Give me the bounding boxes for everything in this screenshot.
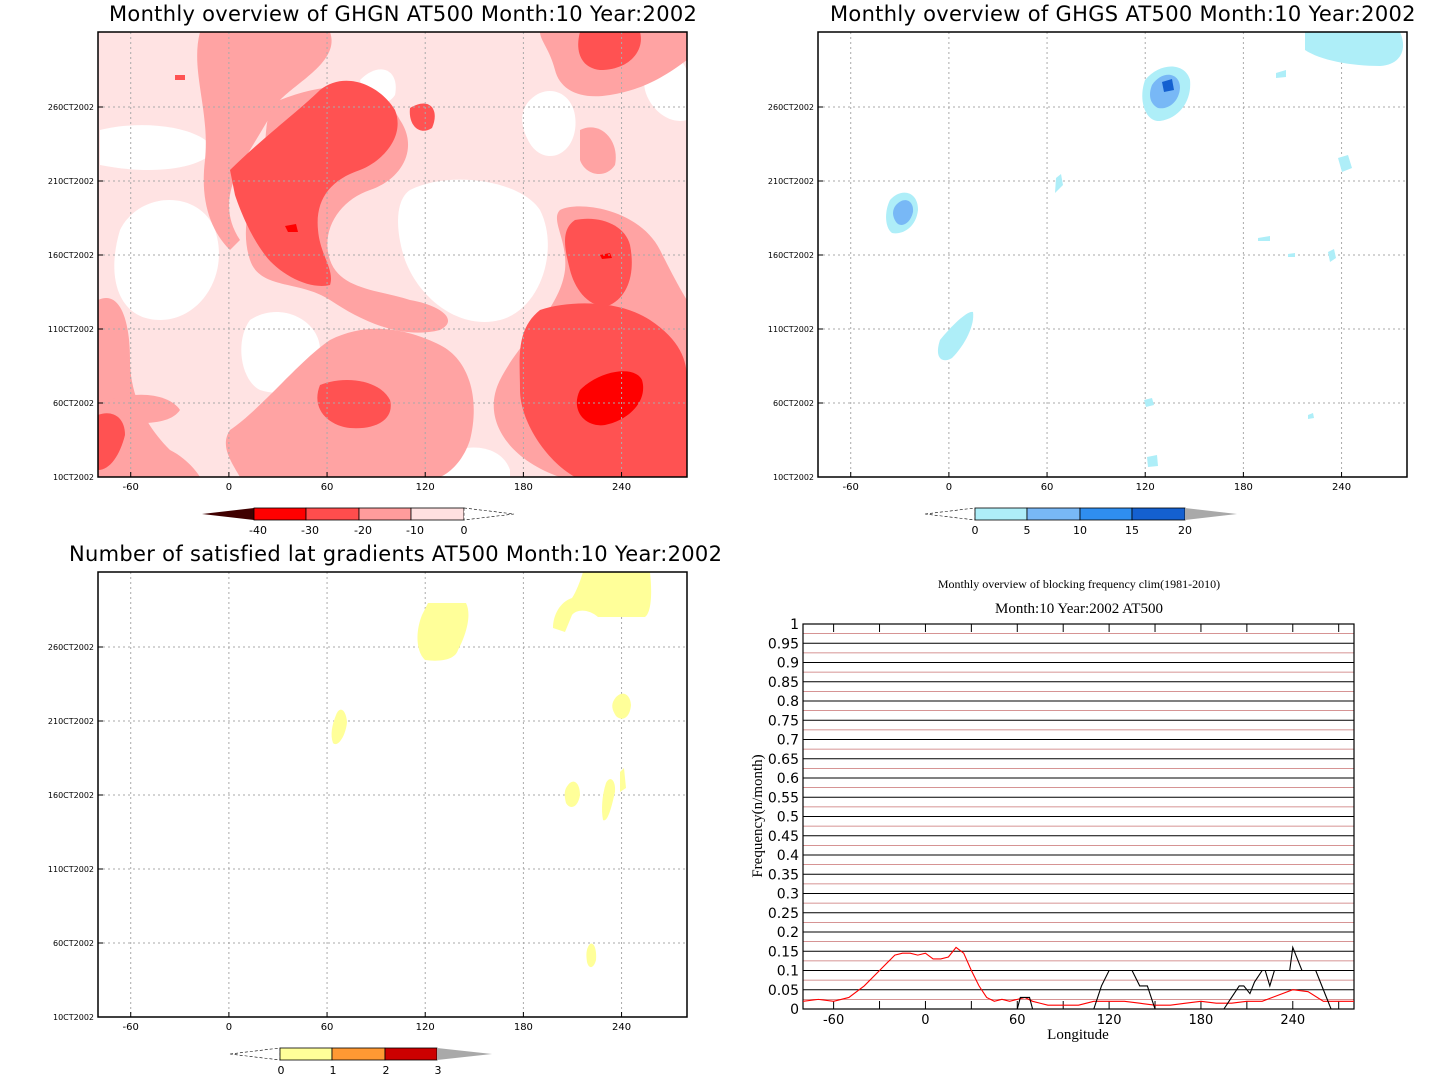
cb-label: 15	[1125, 524, 1139, 537]
freq-title: Monthly overview of blocking frequency c…	[938, 577, 1220, 591]
freq-chart: Monthly overview of blocking frequency c…	[750, 577, 1355, 1043]
cb-label: 20	[1178, 524, 1192, 537]
x-tick-label: 60	[321, 1022, 334, 1033]
y-tick-label: 260CT2002	[768, 103, 814, 112]
y-tick-label: 10CT2002	[53, 473, 94, 482]
y-tick-label: 110CT2002	[48, 325, 94, 334]
x-tick-label: 0	[226, 482, 232, 493]
cb-label: 10	[1073, 524, 1087, 537]
x-tick-label: 120	[416, 482, 435, 493]
x-tick-label: 120	[416, 1022, 435, 1033]
x-tick-label: 240	[1280, 1013, 1305, 1028]
freq-xlabel: Longitude	[1047, 1027, 1109, 1043]
cb-label: -10	[406, 524, 424, 537]
y-tick-label: 10CT2002	[53, 1013, 94, 1022]
x-tick-label: -60	[123, 482, 139, 493]
x-tick-label: -60	[823, 1013, 844, 1028]
y-tick-label: 0.15	[768, 944, 799, 960]
grad-title: Number of satisfied lat gradients AT500 …	[69, 542, 723, 566]
y-tick-label: 160CT2002	[768, 251, 814, 260]
x-tick-label: 180	[514, 1022, 533, 1033]
y-tick-label: 260CT2002	[48, 643, 94, 652]
y-tick-label: 0	[790, 1002, 799, 1018]
x-tick-label: 240	[612, 482, 631, 493]
cb-label: 0	[972, 524, 979, 537]
y-tick-label: 1	[790, 617, 799, 633]
x-tick-label: 60	[1041, 482, 1054, 493]
x-tick-label: 120	[1136, 482, 1155, 493]
grad-colorbar: 0 1 2 3	[229, 1047, 492, 1077]
x-tick-label: 240	[612, 1022, 631, 1033]
cb-label: 0	[461, 524, 468, 537]
cb-label: -40	[249, 524, 267, 537]
cb-label: -30	[301, 524, 319, 537]
x-tick-label: -60	[123, 1022, 139, 1033]
cb-label: -20	[354, 524, 372, 537]
freq-ylabel: Frequency(n/month)	[750, 754, 766, 877]
x-tick-label: 240	[1332, 482, 1351, 493]
y-tick-label: 0.55	[768, 790, 799, 806]
cb-label: 5	[1024, 524, 1031, 537]
ghgs-colorbar: 0 5 10 15 20	[924, 507, 1237, 537]
cb-label: 1	[330, 1064, 337, 1077]
y-tick-label: 110CT2002	[768, 325, 814, 334]
y-tick-label: 0.4	[777, 848, 799, 864]
y-tick-label: 210CT2002	[48, 717, 94, 726]
x-tick-label: 0	[921, 1013, 929, 1028]
y-tick-label: 0.6	[777, 771, 799, 787]
y-tick-label: 0.1	[777, 964, 799, 980]
x-tick-label: 60	[1009, 1013, 1026, 1028]
cb-label: 0	[278, 1064, 285, 1077]
ghgn-title: Monthly overview of GHGN AT500 Month:10 …	[109, 2, 698, 26]
y-tick-label: 110CT2002	[48, 865, 94, 874]
y-tick-label: 0.35	[768, 867, 799, 883]
x-tick-label: 0	[946, 482, 952, 493]
y-tick-label: 0.65	[768, 752, 799, 768]
ghgs-title: Monthly overview of GHGS AT500 Month:10 …	[830, 2, 1416, 26]
y-tick-label: 210CT2002	[48, 177, 94, 186]
x-tick-label: 180	[1234, 482, 1253, 493]
y-tick-label: 160CT2002	[48, 791, 94, 800]
y-tick-label: 0.3	[777, 887, 799, 903]
x-tick-label: 0	[226, 1022, 232, 1033]
y-tick-label: 0.95	[768, 636, 799, 652]
freq-subtitle: Month:10 Year:2002 AT500	[995, 601, 1163, 617]
ghgn-colorbar: -40 -30 -20 -10 0	[202, 507, 515, 537]
x-tick-label: -60	[843, 482, 859, 493]
y-tick-label: 0.25	[768, 906, 799, 922]
y-tick-label: 210CT2002	[768, 177, 814, 186]
series-line-0	[802, 946, 1354, 1006]
y-tick-label: 60CT2002	[773, 399, 814, 408]
ghgn-chart: -60 0 60 120 180 240 10CT2002 60CT2002 110CT2002…	[48, 31, 688, 537]
grad-chart: -60 0 60 120 180 24010CT200260CT2002110CT2002…	[48, 571, 688, 1077]
y-tick-label: 0.2	[777, 925, 799, 941]
x-tick-label: 60	[321, 482, 334, 493]
y-tick-label: 10CT2002	[773, 473, 814, 482]
x-tick-label: 180	[1189, 1013, 1214, 1028]
y-tick-label: 0.45	[768, 829, 799, 845]
y-tick-label: 0.05	[768, 983, 799, 999]
ghgs-chart: -60 0 60 120 180 240 10CT2002 60CT2002 110CT2002…	[768, 31, 1408, 537]
y-tick-label: 0.85	[768, 675, 799, 691]
x-tick-label: 120	[1097, 1013, 1122, 1028]
series-line-1	[803, 945, 1354, 1010]
y-tick-label: 0.8	[777, 694, 799, 710]
y-tick-label: 0.75	[768, 713, 799, 729]
y-tick-label: 60CT2002	[53, 399, 94, 408]
y-tick-label: 160CT2002	[48, 251, 94, 260]
y-tick-label: 60CT2002	[53, 939, 94, 948]
y-tick-label: 0.9	[777, 656, 799, 672]
y-tick-label: 0.7	[777, 733, 799, 749]
x-tick-label: 180	[514, 482, 533, 493]
y-tick-label: 0.5	[777, 810, 799, 826]
y-tick-label: 260CT2002	[48, 103, 94, 112]
cb-label: 2	[383, 1064, 390, 1077]
cb-label: 3	[435, 1064, 442, 1077]
